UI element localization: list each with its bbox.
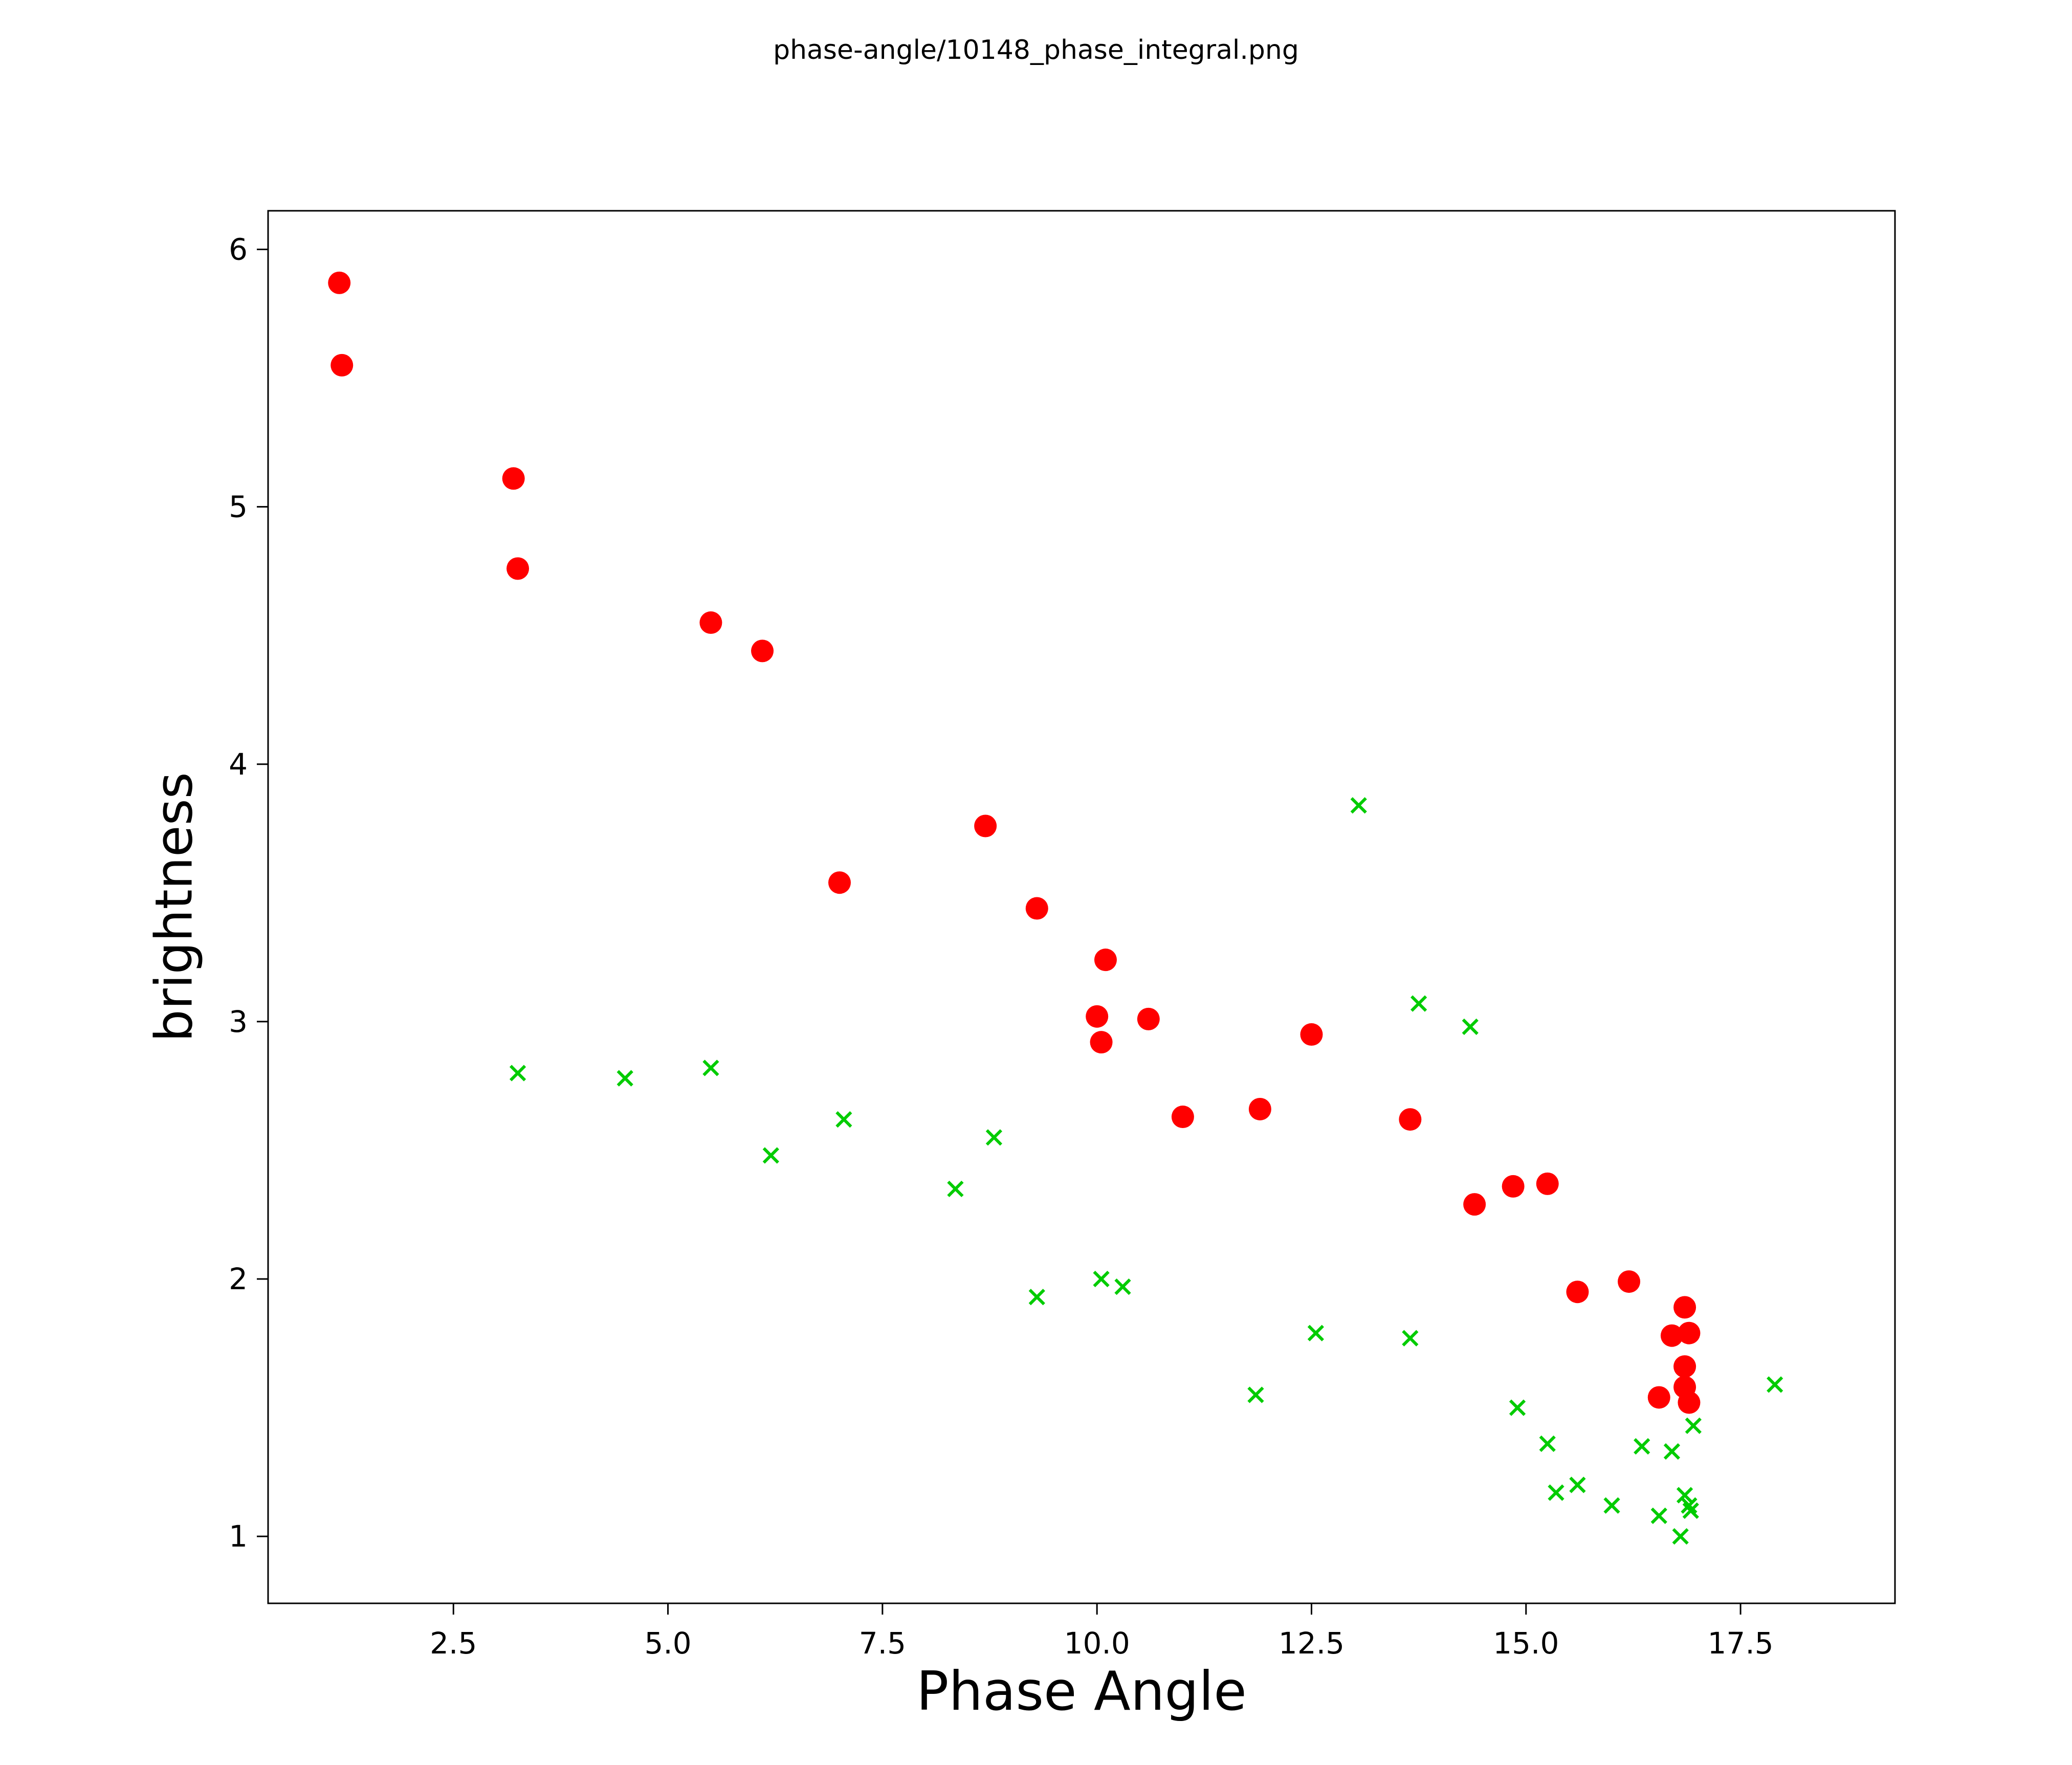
data-point-green-crosses xyxy=(1548,1484,1564,1501)
data-point-green-crosses xyxy=(1462,1018,1479,1035)
data-point-red-circles xyxy=(751,639,774,663)
data-point-green-crosses xyxy=(1681,1497,1698,1514)
data-point-red-circles xyxy=(1300,1023,1323,1046)
data-point-red-circles xyxy=(1086,1005,1109,1028)
x-axis-label: Phase Angle xyxy=(916,1660,1247,1723)
data-point-red-circles xyxy=(1678,1321,1701,1344)
data-point-green-crosses xyxy=(1650,1507,1667,1525)
y-axis-label: brightness xyxy=(144,772,204,1042)
y-tick-label: 3 xyxy=(229,1004,248,1039)
data-point-red-circles xyxy=(1094,948,1117,972)
data-point-red-circles xyxy=(1137,1007,1160,1030)
data-point-red-circles xyxy=(699,611,722,634)
data-point-red-circles xyxy=(330,354,354,377)
data-point-red-circles xyxy=(1502,1175,1525,1198)
data-point-red-circles xyxy=(1248,1097,1271,1120)
data-point-green-crosses xyxy=(1682,1502,1699,1519)
data-point-red-circles xyxy=(1660,1324,1683,1347)
data-point-green-crosses xyxy=(1634,1438,1650,1455)
figure-title: phase-angle/10148_phase_integral.png xyxy=(773,35,1299,65)
axes-frame xyxy=(267,210,1896,1604)
data-point-green-crosses xyxy=(1247,1386,1264,1403)
data-point-red-circles xyxy=(1536,1172,1559,1195)
y-tick-label: 2 xyxy=(229,1262,248,1296)
x-tick-label: 5.0 xyxy=(644,1626,691,1661)
x-tick-label: 12.5 xyxy=(1279,1626,1344,1661)
data-point-green-crosses xyxy=(762,1147,779,1164)
data-point-green-crosses xyxy=(835,1111,852,1128)
data-point-red-circles xyxy=(1673,1296,1696,1319)
data-point-red-circles xyxy=(1678,1391,1701,1414)
data-point-green-crosses xyxy=(1676,1487,1693,1504)
data-point-red-circles xyxy=(974,814,997,837)
data-point-green-crosses xyxy=(1114,1278,1131,1295)
data-point-red-circles xyxy=(1566,1281,1589,1304)
data-point-red-circles xyxy=(1618,1270,1641,1293)
data-point-green-crosses xyxy=(1685,1417,1702,1434)
x-tick-label: 17.5 xyxy=(1708,1626,1774,1661)
y-tick-label: 4 xyxy=(229,747,248,782)
y-tick-label: 1 xyxy=(229,1519,248,1554)
data-point-red-circles xyxy=(328,271,351,294)
data-point-red-circles xyxy=(1647,1386,1670,1409)
data-point-green-crosses xyxy=(1402,1330,1419,1347)
data-point-red-circles xyxy=(502,467,525,490)
data-point-red-circles xyxy=(1673,1355,1696,1378)
data-point-red-circles xyxy=(1463,1193,1486,1216)
data-point-red-circles xyxy=(1399,1108,1422,1131)
y-tick-label: 6 xyxy=(229,232,248,267)
data-point-green-crosses xyxy=(1663,1443,1681,1460)
data-point-green-crosses xyxy=(985,1129,1003,1146)
y-tick-label: 5 xyxy=(229,490,248,524)
data-point-green-crosses xyxy=(509,1065,526,1082)
data-point-green-crosses xyxy=(947,1180,964,1198)
x-tick-label: 7.5 xyxy=(859,1626,906,1661)
data-point-green-crosses xyxy=(1569,1476,1586,1493)
data-point-green-crosses xyxy=(1350,797,1367,814)
data-point-green-crosses xyxy=(1539,1435,1556,1452)
x-tick-label: 15.0 xyxy=(1493,1626,1559,1661)
data-point-green-crosses xyxy=(1603,1497,1620,1514)
data-point-red-circles xyxy=(1090,1031,1113,1054)
data-point-green-crosses xyxy=(616,1070,633,1087)
data-point-green-crosses xyxy=(1672,1528,1689,1545)
data-point-green-crosses xyxy=(1767,1376,1783,1393)
data-point-green-crosses xyxy=(1028,1289,1045,1306)
data-point-green-crosses xyxy=(1509,1399,1526,1416)
data-point-green-crosses xyxy=(1093,1270,1110,1288)
data-point-red-circles xyxy=(828,871,851,894)
data-point-green-crosses xyxy=(1410,995,1427,1012)
data-point-red-circles xyxy=(1025,897,1048,920)
data-point-red-circles xyxy=(1171,1106,1194,1129)
x-tick-label: 10.0 xyxy=(1064,1626,1130,1661)
data-point-green-crosses xyxy=(1307,1325,1325,1341)
data-point-red-circles xyxy=(506,557,530,580)
data-point-green-crosses xyxy=(702,1060,719,1076)
x-tick-label: 2.5 xyxy=(430,1626,477,1661)
